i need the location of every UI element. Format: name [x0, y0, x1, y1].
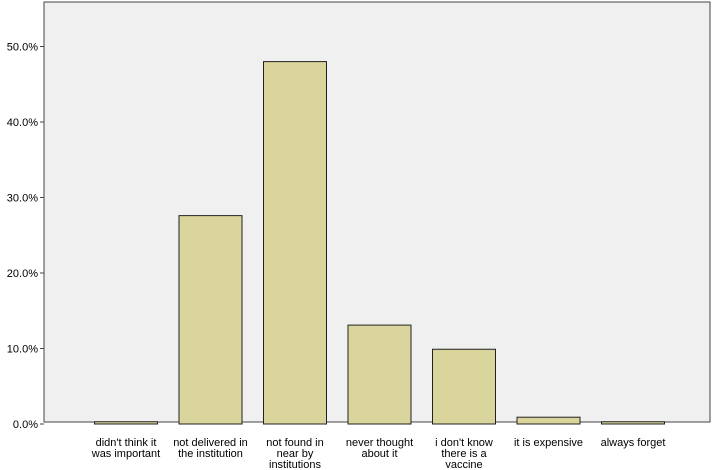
x-category-label-line: vaccine [445, 459, 482, 470]
x-category-label-line: i don't know [435, 437, 493, 449]
y-tick-label: 30.0% [7, 193, 38, 205]
x-category-label: never thought about it [346, 437, 413, 460]
x-category-label-line: not delivered in [173, 437, 248, 449]
x-category-label-line: was important [91, 448, 160, 460]
bar [178, 215, 243, 425]
bar [347, 324, 412, 425]
x-category-label-line: always forget [601, 437, 666, 449]
x-category-label: i don't know there is a vaccine [435, 437, 493, 470]
x-category-label: not delivered in the institution [173, 437, 248, 460]
x-category-label-line: not found in [266, 437, 324, 449]
bar [432, 348, 496, 425]
bar [263, 61, 327, 425]
bar [601, 421, 665, 425]
x-category-label: not found in near by institutions [266, 437, 324, 470]
y-axis: 0.0% 10.0% 20.0% 30.0% 40.0% 50.0% [7, 42, 44, 431]
y-tick-label: 40.0% [7, 117, 38, 129]
y-tick-label: 50.0% [7, 42, 38, 54]
x-category-label-line: didn't think it [96, 437, 157, 449]
y-tick-label: 0.0% [13, 419, 38, 431]
y-tick-label: 10.0% [7, 344, 38, 356]
x-category-label-line: the institution [178, 448, 243, 460]
x-category-label: always forget [601, 437, 666, 449]
x-category-label-line: institutions [269, 459, 321, 470]
x-category-label-line: about it [361, 448, 397, 460]
x-axis: didn't think it was important not delivere… [91, 437, 666, 470]
bar [516, 416, 581, 425]
x-category-label: didn't think it was important [91, 437, 160, 460]
bars [94, 61, 665, 425]
x-category-label-line: near by [277, 448, 314, 460]
x-category-label-line: never thought [346, 437, 413, 449]
x-category-label: it is expensive [514, 437, 583, 449]
y-tick-label: 20.0% [7, 268, 38, 280]
x-category-label-line: it is expensive [514, 437, 583, 449]
bar [94, 421, 158, 425]
x-category-label-line: there is a [441, 448, 487, 460]
